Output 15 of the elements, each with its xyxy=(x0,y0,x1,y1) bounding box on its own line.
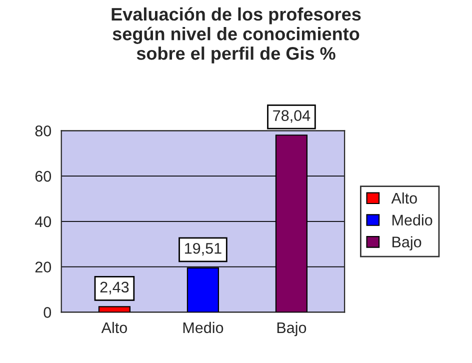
x-tick-label: Bajo xyxy=(277,322,306,336)
y-tick-label: 60 xyxy=(35,170,52,182)
legend-label: Alto xyxy=(391,192,417,204)
data-label: 78,04 xyxy=(273,110,310,123)
y-tick-label: 0 xyxy=(44,307,52,318)
chart-title: Evaluación de los profesores según nivel de conocimiento sobre el perfil de Gis % xyxy=(112,7,361,64)
y-tick-label: 20 xyxy=(35,262,52,272)
legend-label: Medio xyxy=(392,214,432,226)
y-tick-label: 40 xyxy=(34,216,52,228)
data-label: 2,43 xyxy=(100,282,129,294)
x-tick-label: Medio xyxy=(183,322,224,334)
x-tick-label: Alto xyxy=(101,322,127,334)
data-label: 19,51 xyxy=(185,242,222,256)
y-tick-label: 80 xyxy=(35,126,52,136)
legend-label: Bajo xyxy=(392,236,422,250)
